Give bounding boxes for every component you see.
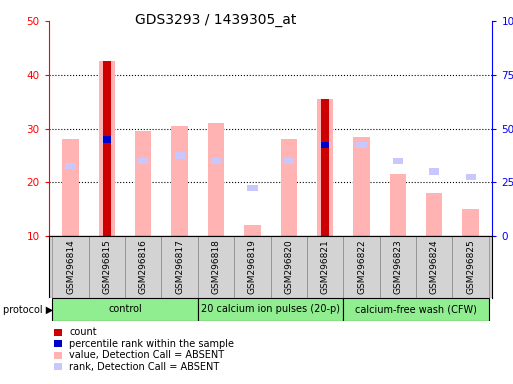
Bar <box>244 225 261 236</box>
Bar <box>463 209 479 236</box>
Bar <box>270 236 307 298</box>
Bar <box>317 99 333 236</box>
Bar <box>321 99 329 236</box>
Bar <box>416 236 452 298</box>
Text: protocol ▶: protocol ▶ <box>3 305 53 315</box>
Bar <box>343 298 489 321</box>
Bar <box>281 139 297 236</box>
Bar <box>66 163 75 169</box>
Bar <box>103 136 111 142</box>
Bar <box>321 142 329 148</box>
Bar <box>234 236 270 298</box>
Bar <box>138 158 148 164</box>
Bar <box>353 137 370 236</box>
Text: control: control <box>108 304 142 314</box>
Bar <box>393 158 403 164</box>
Text: calcium-free wash (CFW): calcium-free wash (CFW) <box>355 304 477 314</box>
Bar <box>211 158 221 164</box>
Text: GSM296818: GSM296818 <box>211 240 221 294</box>
Text: GSM296820: GSM296820 <box>284 240 293 294</box>
Text: percentile rank within the sample: percentile rank within the sample <box>69 339 234 349</box>
Text: GSM296816: GSM296816 <box>139 240 148 294</box>
Text: 20 calcium ion pulses (20-p): 20 calcium ion pulses (20-p) <box>201 304 340 314</box>
Bar <box>452 236 489 298</box>
Bar <box>174 152 185 159</box>
Bar <box>52 298 198 321</box>
Bar <box>320 142 330 148</box>
Text: GSM296821: GSM296821 <box>321 240 330 294</box>
Bar <box>52 236 89 298</box>
Bar <box>380 236 416 298</box>
Bar <box>426 193 443 236</box>
Bar <box>171 126 188 236</box>
Text: GSM296824: GSM296824 <box>430 240 439 294</box>
Bar <box>357 142 367 148</box>
Text: GSM296814: GSM296814 <box>66 240 75 294</box>
Bar <box>343 236 380 298</box>
Bar <box>284 158 294 164</box>
Bar <box>247 185 258 191</box>
Text: GSM296823: GSM296823 <box>393 240 402 294</box>
Bar <box>125 236 162 298</box>
Bar <box>208 123 224 236</box>
Text: count: count <box>69 327 97 337</box>
Bar <box>103 61 111 236</box>
Text: value, Detection Call = ABSENT: value, Detection Call = ABSENT <box>69 350 224 360</box>
Bar <box>63 139 78 236</box>
Text: GSM296817: GSM296817 <box>175 240 184 294</box>
Bar <box>89 236 125 298</box>
Bar <box>98 61 115 236</box>
Bar <box>102 136 112 142</box>
Bar <box>466 174 476 180</box>
Bar <box>198 298 343 321</box>
Text: GSM296822: GSM296822 <box>357 240 366 294</box>
Bar <box>307 236 343 298</box>
Text: GDS3293 / 1439305_at: GDS3293 / 1439305_at <box>135 13 296 27</box>
Text: GSM296819: GSM296819 <box>248 240 257 294</box>
Text: GSM296815: GSM296815 <box>103 240 111 294</box>
Text: GSM296825: GSM296825 <box>466 240 475 294</box>
Bar <box>162 236 198 298</box>
Bar <box>429 169 439 175</box>
Bar <box>390 174 406 236</box>
Bar <box>135 131 151 236</box>
Text: rank, Detection Call = ABSENT: rank, Detection Call = ABSENT <box>69 362 220 372</box>
Bar <box>198 236 234 298</box>
